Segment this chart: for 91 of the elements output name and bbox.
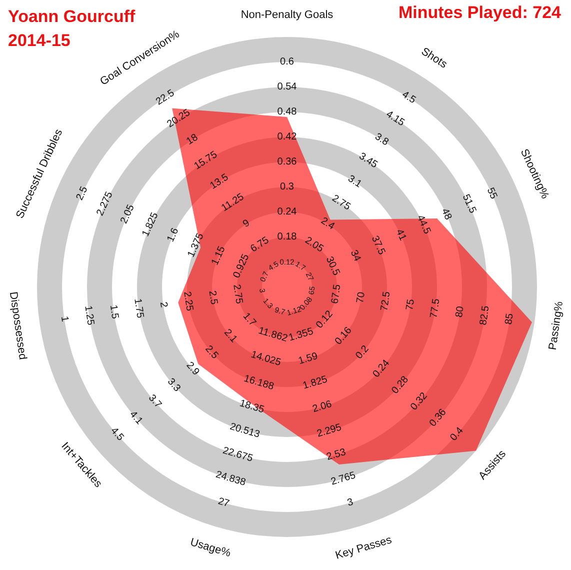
text: 1 <box>58 315 70 323</box>
text: 0.42 <box>277 132 298 142</box>
text: 1.75 <box>132 298 146 320</box>
text: 77.5 <box>428 298 442 319</box>
text: 24.838 <box>214 469 248 489</box>
text: 30.5 <box>323 255 342 278</box>
text: 2014-15 <box>8 31 70 50</box>
text: 14.025 <box>250 349 283 369</box>
text: 2.765 <box>330 470 358 488</box>
text: 4.5 <box>108 425 126 444</box>
text: 75 <box>404 298 418 312</box>
text: 2.1 <box>222 327 240 346</box>
text: 4.1 <box>127 409 145 428</box>
text: 2.75 <box>230 284 244 305</box>
text: 3.3 <box>164 376 183 394</box>
text: 2.25 <box>181 290 195 312</box>
text: 3.8 <box>372 131 391 148</box>
text: 0.18 <box>277 232 298 242</box>
text: 34 <box>348 248 363 264</box>
text: 82.5 <box>478 304 492 326</box>
text: 9 <box>241 218 252 230</box>
spoke-label: Key Passes <box>334 534 394 562</box>
text: 0.2 <box>354 343 372 362</box>
text: 3.7 <box>146 392 164 411</box>
text: 20.513 <box>228 421 262 441</box>
text: 11.862 <box>257 325 290 345</box>
text: 0.3 <box>280 182 294 192</box>
text: 1.825 <box>302 374 330 392</box>
spoke-label: Usage% <box>188 536 232 560</box>
text: 2.05 <box>302 235 326 256</box>
text: 3.45 <box>356 150 380 171</box>
text: 1.7 <box>240 310 258 329</box>
text: 0.6 <box>280 56 294 68</box>
text: 13.5 <box>208 172 231 192</box>
text: 1.375 <box>186 231 206 260</box>
text: Minutes Played: 724 <box>398 3 562 22</box>
text: 80 <box>454 305 467 318</box>
text: 2.295 <box>316 422 344 440</box>
spoke-label: Passing% <box>546 300 566 351</box>
text: 18.35 <box>238 398 266 416</box>
text: 18 <box>184 132 200 148</box>
text: 1.25 <box>82 305 96 326</box>
text: 1.825 <box>140 210 161 238</box>
text: 2.06 <box>311 398 334 415</box>
text: 6.75 <box>248 234 272 255</box>
text: 1.59 <box>297 350 320 367</box>
text: 4.5 <box>400 89 418 106</box>
text: 37.5 <box>368 234 388 257</box>
text: 0.36 <box>277 156 298 168</box>
text: 48 <box>438 206 454 222</box>
text: 2 <box>157 301 170 309</box>
text: 27 <box>216 496 231 510</box>
text: 2.53 <box>325 446 348 463</box>
text: 2.9 <box>184 360 202 378</box>
text: 1.355 <box>288 326 316 344</box>
text: 0.32 <box>408 390 430 413</box>
text: 51.5 <box>460 192 478 216</box>
text: 1.15 <box>210 244 228 267</box>
text: 55 <box>484 186 500 202</box>
text: 72.5 <box>379 290 393 312</box>
text: 3 <box>346 496 356 509</box>
text: 22.5 <box>154 88 177 108</box>
text: 0.24 <box>277 206 298 218</box>
text: 16.188 <box>242 373 276 393</box>
text: 70 <box>355 290 368 304</box>
text: 0.925 <box>231 252 252 280</box>
text: 2.5 <box>206 290 220 306</box>
spoke-label: Dispossessed <box>6 290 29 360</box>
text: 0.28 <box>390 374 412 396</box>
text: 2.275 <box>94 190 116 218</box>
text: 1.5 <box>107 304 120 320</box>
text: 2.4 <box>318 216 337 233</box>
text: 41 <box>393 228 408 243</box>
chart-title: Yoann Gourcuff <box>8 7 136 26</box>
text: 2.5 <box>74 184 90 202</box>
text: 0.16 <box>333 324 354 348</box>
text: 44.5 <box>414 214 433 236</box>
text: 0.4 <box>448 425 466 444</box>
text: 0.54 <box>277 82 298 92</box>
text: 0.12 <box>314 308 336 331</box>
text: 0.48 <box>277 106 298 118</box>
spoke-label: Non-Penalty Goals <box>240 9 334 21</box>
text: 2.05 <box>118 202 138 226</box>
text: 2.75 <box>330 192 353 213</box>
text: 1.6 <box>165 226 182 244</box>
text: 3.1 <box>346 173 364 190</box>
text: 85 <box>503 312 516 326</box>
text: 4.15 <box>384 108 407 129</box>
text: 22.675 <box>221 445 254 465</box>
text: 67.5 <box>330 283 344 305</box>
text: 2.5 <box>202 344 220 362</box>
